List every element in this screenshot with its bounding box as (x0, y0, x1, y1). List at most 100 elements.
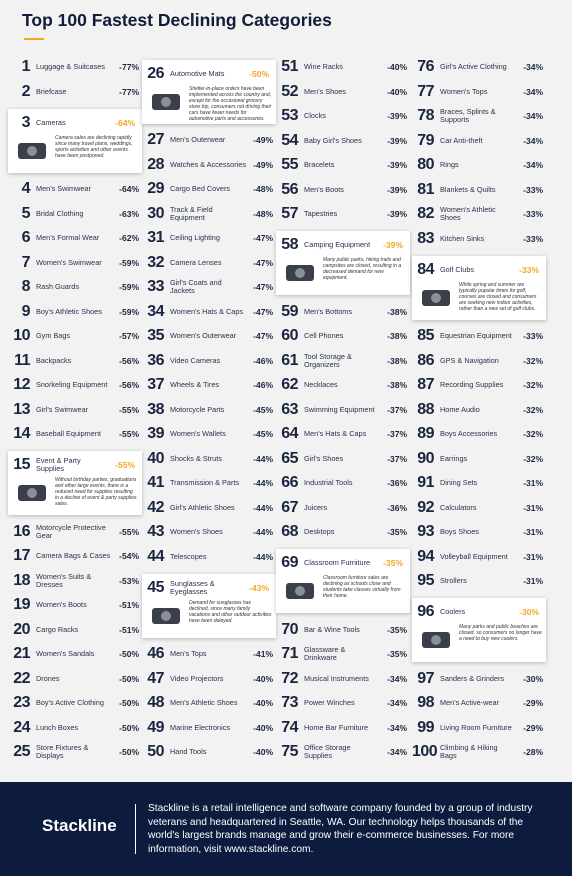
category-name: Desktops (304, 527, 335, 537)
rank: 96 (417, 603, 434, 620)
category-row: 64 Men's Hats & Caps -37% (276, 422, 410, 447)
category-name: Glassware & Drinkware (304, 645, 346, 663)
rank: 94 (417, 547, 434, 565)
change: -33% (523, 331, 543, 342)
title-underline (24, 38, 44, 40)
category-name: Boy's Active Clothing (36, 698, 104, 708)
category-name: Classroom Furniture (304, 558, 371, 567)
category-row: 87 Recording Supplies -32% (412, 373, 546, 398)
category-name: Men's Active-wear (440, 698, 499, 708)
rank: 98 (417, 694, 434, 712)
category-row: 34 Women's Hats & Caps -47% (142, 300, 276, 325)
category-row: 73 Power Winches -34% (276, 691, 410, 716)
category-row: 39 Women's Wallets -45% (142, 422, 276, 447)
product-image (148, 600, 184, 630)
change: -59% (119, 282, 139, 293)
category-name: Camping Equipment (304, 240, 371, 249)
category-row: 1 Luggage & Suitcases -77% (8, 55, 142, 80)
rank: 46 (147, 645, 164, 663)
rank: 41 (147, 474, 164, 492)
rank: 71 (281, 645, 298, 663)
rank: 31 (147, 229, 164, 247)
category-name: Cargo Bed Covers (170, 184, 231, 194)
change: -56% (119, 380, 139, 391)
rank: 87 (417, 376, 434, 394)
category-row: 37 Wheels & Tires -46% (142, 373, 276, 398)
change: -34% (523, 135, 543, 146)
category-name: Women's Wallets (170, 429, 226, 439)
change: -50% (119, 722, 139, 733)
category-name: Men's Formal Wear (36, 233, 100, 243)
featured-card: 96 Coolers -30% Many parks and public beach… (412, 598, 546, 662)
category-name: Women's Athletic Shoes (440, 205, 496, 223)
rank: 45 (147, 578, 164, 596)
rank: 30 (147, 204, 164, 222)
icon (18, 142, 46, 159)
category-row: 95 Strollers -31% (412, 569, 546, 594)
category-name: Track & Field Equipment (170, 204, 213, 222)
change: -50% (119, 698, 139, 709)
category-row: 81 Blankets & Quilts -33% (412, 178, 546, 203)
rank: 62 (281, 376, 298, 394)
category-row: 35 Women's Outerwear -47% (142, 324, 276, 349)
change: -46% (253, 380, 273, 391)
category-name: Rings (440, 160, 459, 170)
card-body: Demand for sunglasses has declined, sinc… (142, 600, 272, 630)
rank: 27 (147, 131, 164, 149)
product-image (418, 282, 454, 312)
rank: 6 (21, 229, 31, 247)
category-row: 57 Tapestries -39% (276, 202, 410, 227)
change: -34% (523, 62, 543, 73)
featured-card: 58 Camping Equipment -39% Many public parks… (276, 231, 410, 295)
rank: 92 (417, 498, 434, 516)
category-name: Hand Tools (170, 747, 207, 757)
icon-detail (295, 268, 305, 278)
category-name: Snorkeling Equipment (36, 380, 108, 390)
change: -45% (253, 404, 273, 415)
change: -32% (523, 453, 543, 464)
description: Many parks and public beaches are closed… (459, 624, 542, 642)
category-name: Equestrian Equipment (440, 331, 512, 341)
rank: 79 (417, 131, 434, 149)
rank: 43 (147, 523, 164, 541)
change: -63% (119, 208, 139, 219)
category-row: 49 Marine Electronics -40% (142, 716, 276, 741)
change: -59% (119, 306, 139, 317)
category-row: 65 Girl's Shoes -37% (276, 447, 410, 472)
rank: 99 (417, 718, 434, 736)
category-row: 44 Telescopes -44% (142, 545, 276, 570)
icon (152, 607, 180, 624)
category-name: Wine Racks (304, 62, 343, 72)
category-name: Rash Guards (36, 282, 79, 292)
category-name: Climbing & Hiking Bags (440, 743, 498, 761)
card-header: 45 Sunglasses & Eyeglasses -43% (142, 576, 272, 600)
category-row: 61 Tool Storage & Organizers -38% (276, 349, 410, 374)
change: -55% (115, 460, 135, 470)
rank: 51 (281, 58, 298, 76)
rank: 84 (417, 260, 434, 278)
change: -44% (253, 527, 273, 538)
change: -35% (387, 649, 407, 660)
category-row: 7 Women's Swimwear -59% (8, 251, 142, 276)
change: -46% (253, 355, 273, 366)
category-name: Calculators (440, 502, 477, 512)
product-image (282, 575, 318, 605)
category-name: Women's Outerwear (170, 331, 237, 341)
rank: 70 (281, 620, 298, 638)
rank: 58 (281, 236, 298, 253)
featured-card: 69 Classroom Furniture -35% Classroom furni… (276, 549, 410, 613)
icon-detail (431, 635, 441, 645)
category-name: Bracelets (304, 160, 335, 170)
icon (152, 93, 180, 110)
category-row: 31 Ceiling Lighting -47% (142, 226, 276, 251)
rank: 75 (281, 743, 298, 761)
rank: 93 (417, 523, 434, 541)
change: -34% (387, 747, 407, 758)
category-name: Camera Lenses (170, 257, 222, 267)
category-name: Boys Accessories (440, 429, 498, 439)
category-name: Recording Supplies (440, 380, 504, 390)
card-header: 69 Classroom Furniture -35% (276, 551, 406, 575)
rank: 2 (21, 82, 31, 100)
change: -47% (253, 282, 273, 293)
change: -37% (387, 429, 407, 440)
